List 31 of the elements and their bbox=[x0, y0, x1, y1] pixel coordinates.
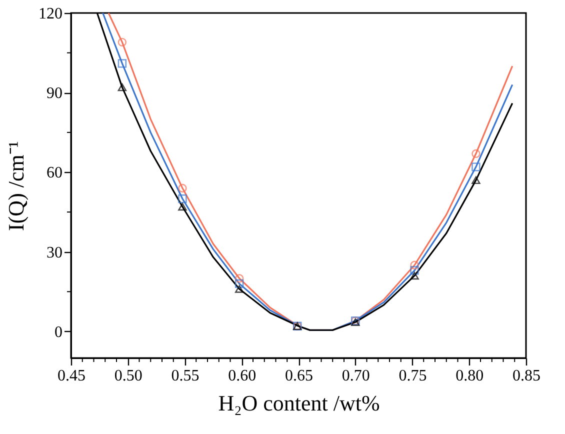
point bbox=[234, 285, 244, 293]
point bbox=[410, 272, 419, 280]
point bbox=[178, 194, 187, 204]
x-tick-label: 0.45 bbox=[58, 368, 86, 384]
point bbox=[118, 83, 127, 92]
text: 0.80 bbox=[456, 368, 484, 384]
point bbox=[118, 59, 127, 68]
point bbox=[234, 279, 244, 288]
text: 0.60 bbox=[228, 368, 256, 384]
x-tick-label: 0.65 bbox=[285, 368, 313, 384]
y-tick-label: 120 bbox=[38, 6, 62, 22]
point bbox=[410, 266, 419, 275]
x-tick-label: 0.85 bbox=[512, 368, 540, 384]
y-tick-label: 60 bbox=[46, 164, 62, 182]
text: 0.70 bbox=[342, 368, 370, 384]
y-tick-label: 90 bbox=[46, 85, 62, 102]
text: 0.50 bbox=[114, 368, 142, 384]
point bbox=[410, 260, 419, 270]
point bbox=[178, 184, 187, 193]
y-tick-label: 0 bbox=[54, 324, 62, 341]
point bbox=[472, 176, 480, 184]
point bbox=[118, 38, 127, 47]
point bbox=[472, 149, 480, 158]
x-tick-label: 0.55 bbox=[171, 368, 200, 384]
y-axis-title: I(Q) /cm⁻¹ bbox=[4, 141, 28, 231]
point bbox=[234, 274, 244, 283]
x-axis-title: H₂O content /wt% bbox=[218, 390, 380, 416]
y-tick-label: 30 bbox=[46, 244, 62, 262]
point bbox=[178, 202, 187, 211]
x-tick-label: 0.75 bbox=[398, 368, 427, 384]
point bbox=[472, 162, 480, 172]
